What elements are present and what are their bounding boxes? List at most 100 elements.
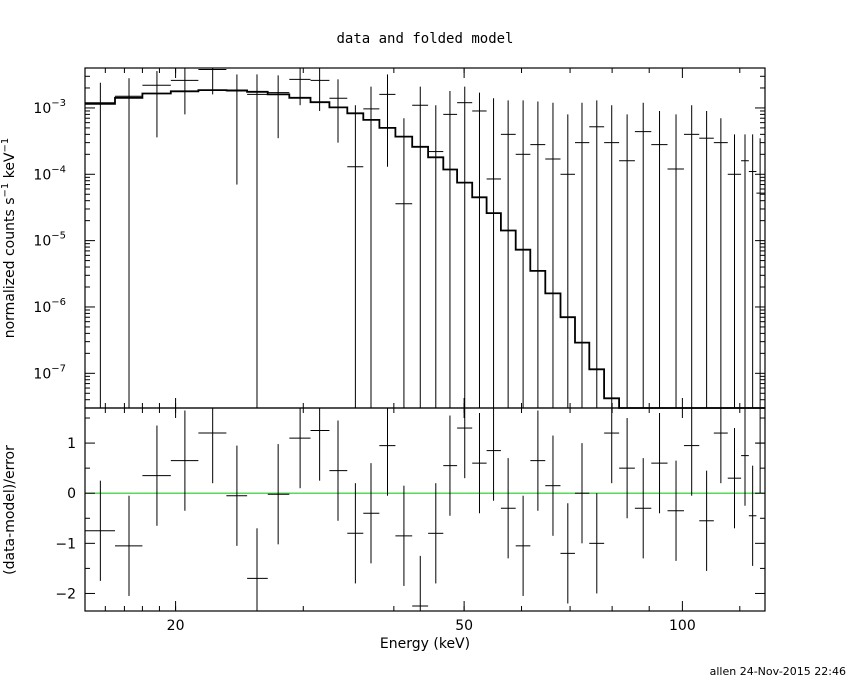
data-point-8 — [289, 68, 311, 106]
data-point-27 — [589, 100, 605, 408]
residual-point-38 — [748, 465, 757, 566]
residual-point-5 — [226, 445, 248, 546]
xtick-label-0: 20 — [167, 618, 185, 634]
residual-point-6 — [247, 528, 268, 611]
bottom-plot-frame — [84, 407, 766, 612]
data-point-14 — [395, 118, 413, 408]
data-point-39 — [756, 138, 765, 408]
top-y-axis-label-text2: keV — [2, 152, 18, 183]
data-point-28 — [604, 105, 620, 408]
data-point-0 — [85, 82, 116, 408]
top-y-axis-label: normalized counts s−1 keV−1 — [0, 138, 18, 339]
data-point-34 — [699, 110, 714, 408]
data-point-1 — [115, 78, 143, 408]
top-ytick-label-0: 10−7 — [33, 363, 66, 382]
residual-point-35 — [713, 408, 728, 484]
chart-title: data and folded model — [336, 31, 513, 47]
data-point-24 — [545, 102, 561, 408]
top-ytick-label-exp-1: −6 — [51, 297, 66, 308]
data-point-6 — [247, 74, 268, 408]
residual-point-8 — [289, 408, 311, 489]
residual-point-20 — [486, 408, 501, 501]
data-point-25 — [560, 114, 575, 408]
x-axis-label: Energy (keV) — [380, 636, 470, 652]
top-ytick-label-base-1: 10 — [33, 300, 51, 316]
residual-point-22 — [515, 495, 531, 596]
top-ytick-label-exp-2: −5 — [51, 231, 66, 242]
residual-point-33 — [683, 408, 700, 496]
top-y-axis-label-text: normalized counts s — [2, 197, 18, 338]
data-point-33 — [683, 105, 700, 408]
residual-point-26 — [574, 443, 590, 544]
residual-point-1 — [115, 495, 143, 596]
top-ytick-label-3: 10−4 — [33, 164, 66, 183]
data-point-2 — [142, 71, 171, 138]
data-point-11 — [347, 105, 364, 408]
xtick-label-2: 100 — [669, 618, 696, 634]
bot-ytick-label-0: −2 — [55, 586, 76, 602]
data-point-30 — [634, 102, 652, 408]
residual-point-15 — [412, 555, 429, 611]
bot-ytick-label-1: −1 — [55, 536, 76, 552]
top-axis-ticks: 10−710−610−510−410−3 — [33, 67, 765, 409]
residual-point-31 — [651, 413, 668, 514]
top-ytick-label-1: 10−6 — [33, 297, 66, 316]
top-ytick-label-exp-0: −7 — [51, 363, 66, 374]
residual-point-16 — [428, 483, 444, 584]
top-y-axis-label-sup2: −1 — [0, 138, 11, 153]
residual-point-11 — [347, 483, 364, 584]
top-ytick-label-exp-3: −4 — [51, 164, 66, 175]
residual-point-39 — [756, 408, 765, 494]
residual-point-24 — [545, 435, 561, 536]
bot-ytick-label-3: 1 — [67, 436, 76, 452]
bottom-y-axis-label: (data-model)/error — [2, 445, 18, 575]
data-point-37 — [741, 134, 749, 408]
residual-points — [85, 408, 765, 611]
top-ytick-label-base-4: 10 — [33, 101, 51, 117]
residual-point-34 — [699, 470, 714, 571]
residual-point-21 — [500, 458, 516, 559]
data-point-31 — [651, 110, 668, 408]
data-point-21 — [500, 100, 516, 408]
residual-point-0 — [85, 480, 116, 581]
residual-point-2 — [142, 425, 171, 526]
residual-point-30 — [634, 458, 652, 559]
residual-point-36 — [727, 428, 742, 529]
top-data-points — [85, 68, 765, 408]
data-point-10 — [329, 79, 348, 143]
top-ytick-label-base-2: 10 — [33, 234, 51, 250]
data-point-17 — [443, 91, 458, 408]
data-point-18 — [457, 86, 473, 408]
top-panel: 10−710−610−510−410−3 normalized counts s… — [0, 67, 766, 409]
data-point-15 — [412, 86, 429, 408]
data-point-29 — [619, 114, 635, 408]
residual-point-4 — [198, 408, 227, 484]
data-point-9 — [310, 68, 330, 111]
residual-point-13 — [379, 408, 396, 496]
residual-point-9 — [310, 408, 330, 481]
data-point-19 — [472, 92, 487, 408]
top-ytick-label-base-3: 10 — [33, 167, 51, 183]
residual-point-23 — [530, 410, 546, 511]
residual-point-14 — [395, 485, 413, 586]
residual-point-29 — [619, 418, 635, 519]
data-point-12 — [363, 86, 380, 408]
top-ytick-label-base-0: 10 — [33, 366, 51, 382]
residual-point-18 — [457, 408, 473, 479]
data-point-13 — [379, 74, 396, 167]
data-point-35 — [713, 118, 728, 408]
bottom-axis-ticks: −2 −1 0 1 20 50 100 — [55, 408, 765, 634]
top-plot-frame — [84, 67, 766, 409]
residual-point-28 — [604, 408, 620, 484]
footer-credit: allen 24-Nov-2015 22:46 — [710, 665, 846, 678]
residual-point-25 — [560, 503, 575, 604]
top-y-axis-label-sup1: −1 — [0, 183, 11, 198]
data-point-7 — [267, 75, 290, 139]
model-step-line — [85, 89, 765, 409]
residual-point-12 — [363, 463, 380, 564]
data-point-32 — [667, 114, 684, 408]
top-ytick-label-4: 10−3 — [33, 98, 66, 117]
residual-point-3 — [170, 410, 199, 511]
residual-point-37 — [741, 408, 749, 506]
